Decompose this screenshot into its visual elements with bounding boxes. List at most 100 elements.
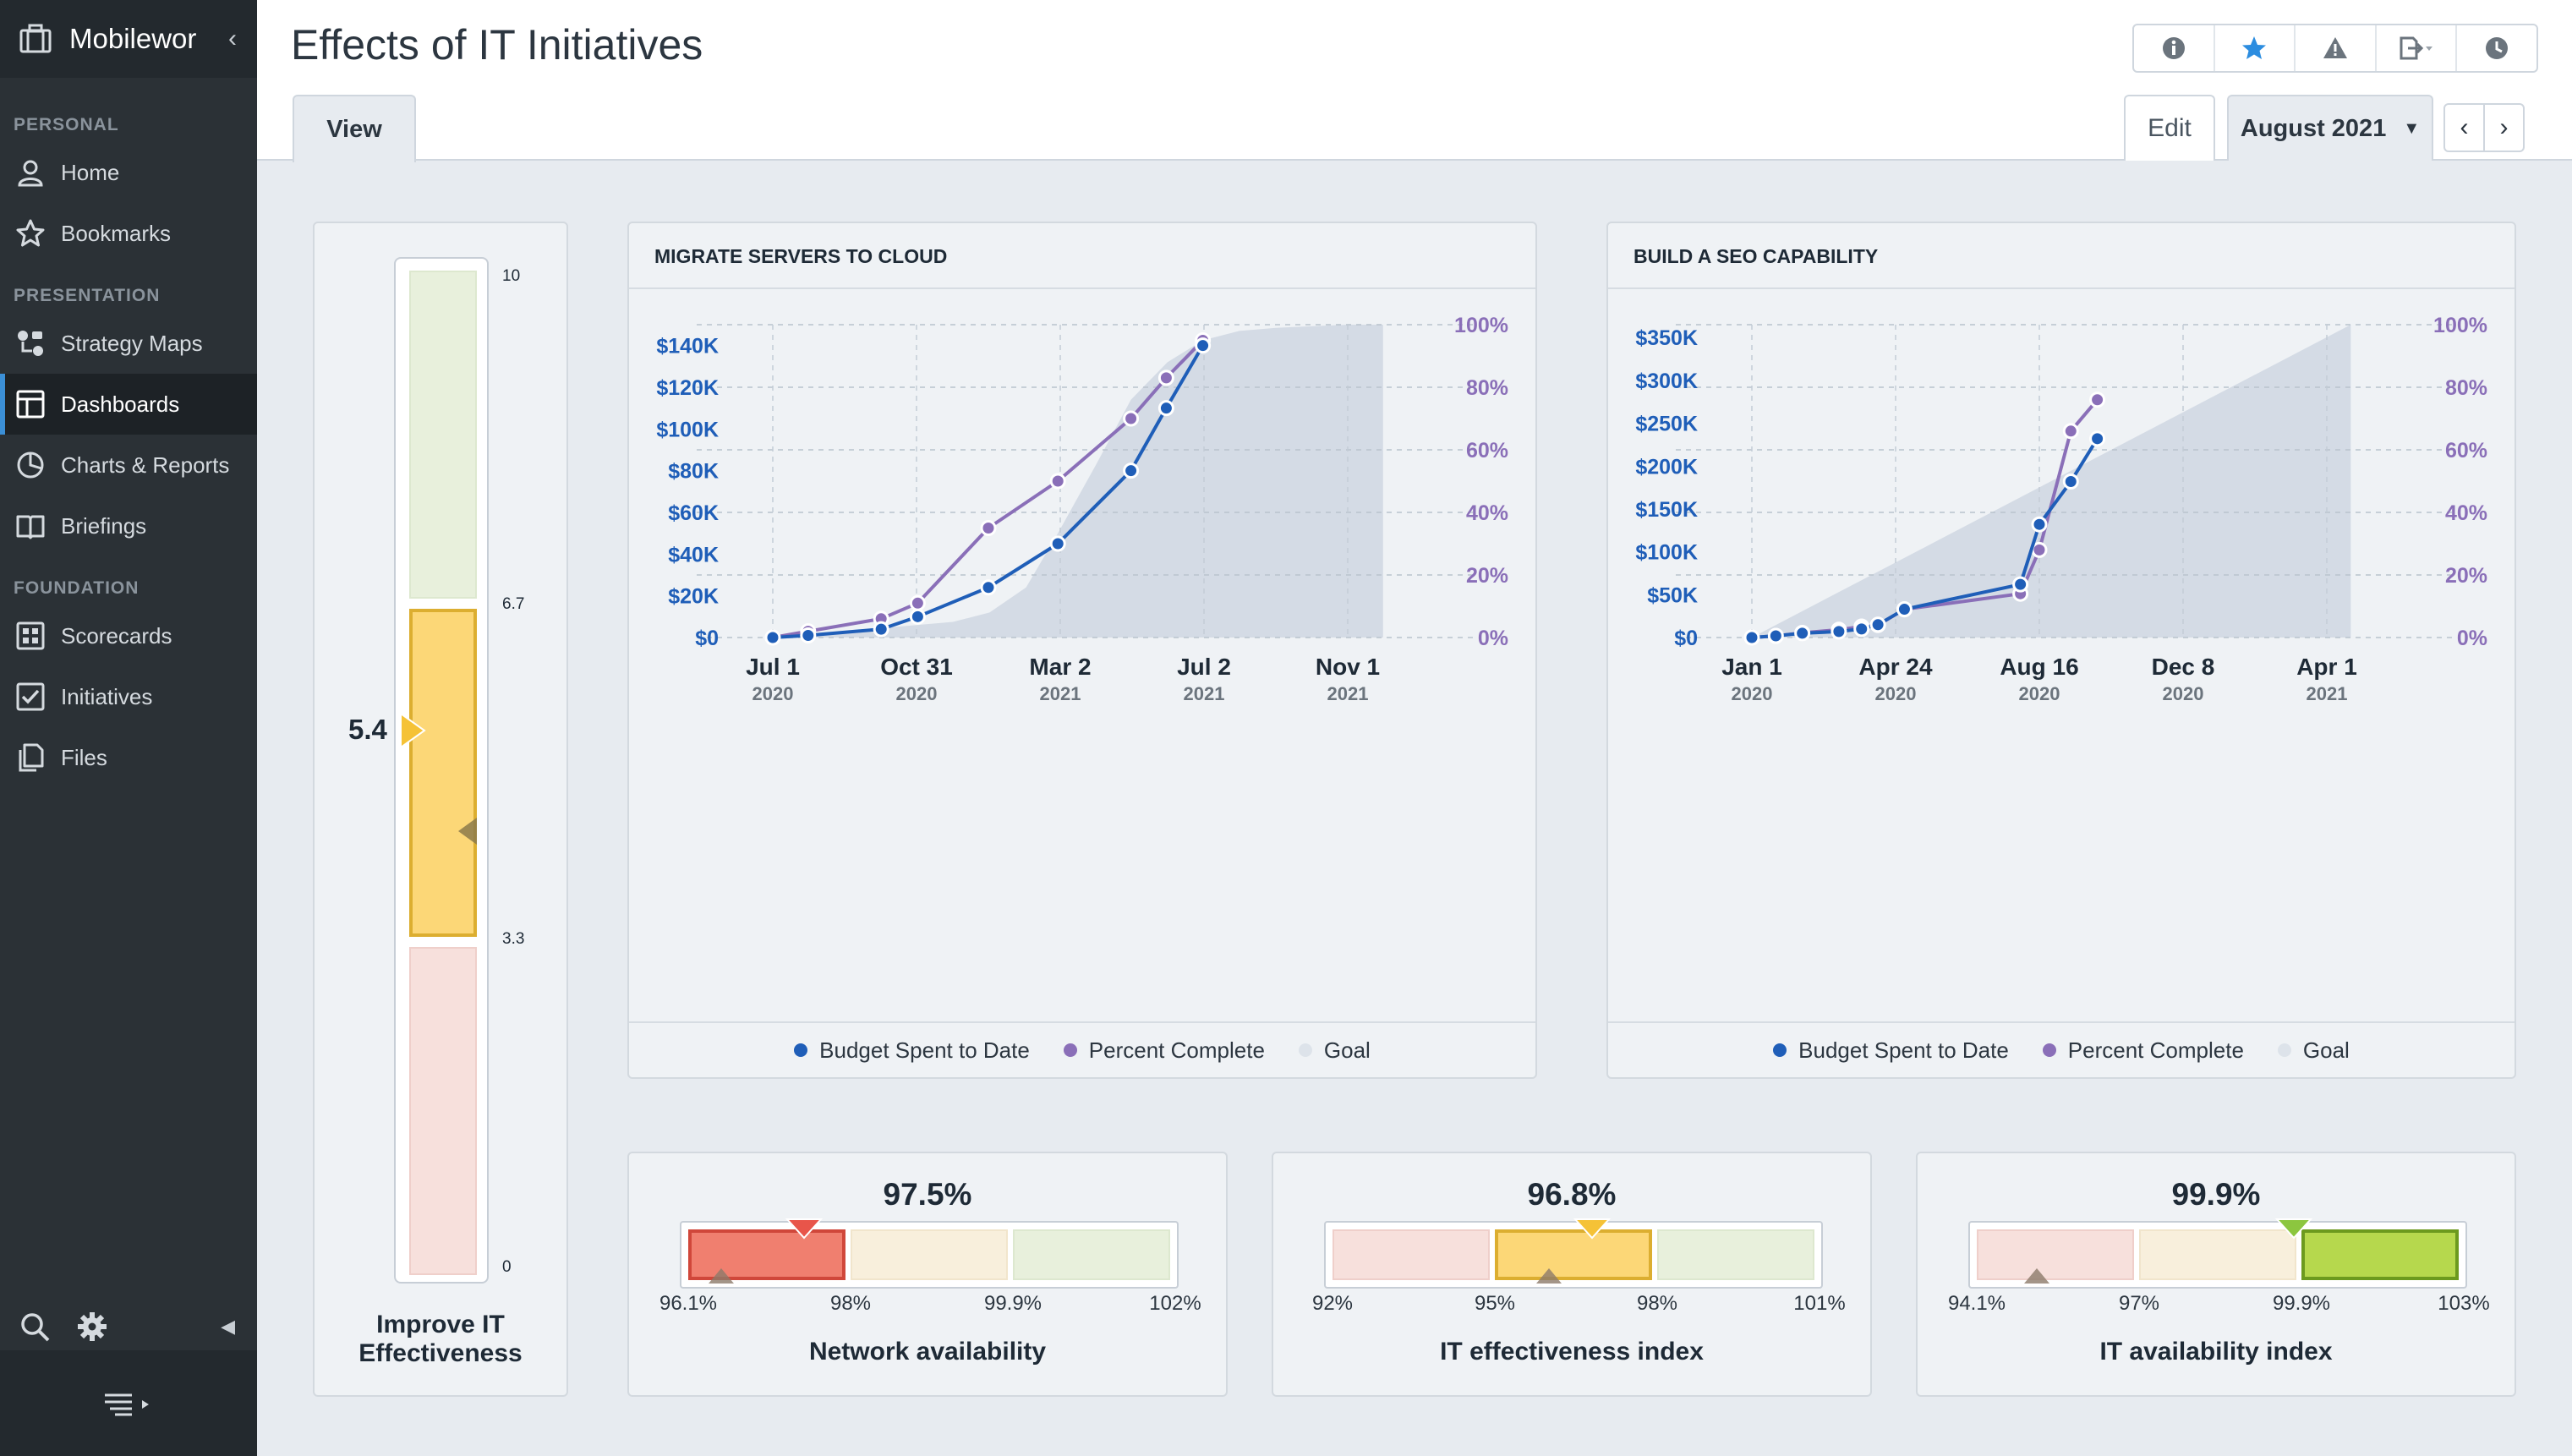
sidebar-item-dashboards[interactable]: Dashboards (0, 374, 257, 435)
sidebar-item-briefings[interactable]: Briefings (0, 495, 257, 556)
sidebar-item-scorecards[interactable]: Scorecards (0, 605, 257, 666)
vgauge-label-line1: Improve IT (376, 1311, 505, 1338)
seo-capability-card[interactable]: BUILD A SEO CAPABILITY $0 $50K $100K $150K $… (1606, 222, 2516, 1079)
vgauge-label-line2: Effectiveness (358, 1339, 523, 1367)
clock-icon (2486, 37, 2509, 59)
previous-period-button[interactable]: ‹ (2445, 105, 2485, 151)
budget-spent-point[interactable] (2031, 516, 2048, 533)
x-tick-label: Jul 1 (746, 654, 800, 680)
x-tick-label: Aug 16 (2000, 654, 2078, 680)
budget-spent-point[interactable] (1157, 400, 1174, 417)
gauge-value: 97.5% (883, 1177, 972, 1212)
sidebar-item-strategy-maps[interactable]: Strategy Maps (0, 313, 257, 374)
percent-complete-point[interactable] (2031, 541, 2048, 558)
legend-item-budget[interactable]: Budget Spent to Date (1773, 1037, 2009, 1064)
percent-complete-point[interactable] (2089, 391, 2106, 408)
sidebar-item-label: Initiatives (61, 683, 153, 709)
vgauge-seg-yellow (409, 609, 477, 937)
y-left-tick-label: $100K (1635, 541, 1698, 565)
vgauge-seg-green (409, 271, 477, 599)
bookmark-button[interactable] (2215, 25, 2296, 71)
x-tick-year: 2020 (1875, 683, 1917, 704)
search-icon[interactable] (19, 1311, 51, 1343)
y-left-tick-label: $40K (668, 543, 719, 567)
percent-complete-point[interactable] (2062, 423, 2079, 440)
x-tick-year: 2020 (2019, 683, 2060, 704)
export-button[interactable] (2377, 25, 2458, 71)
budget-spent-point[interactable] (1896, 601, 1913, 618)
vertical-gauge (394, 257, 489, 1284)
menu-expand-icon[interactable] (103, 1391, 154, 1416)
y-right-tick-label: 0% (2457, 627, 2487, 650)
legend-item-percent[interactable]: Percent Complete (2042, 1037, 2244, 1064)
collapse-triangle-icon[interactable]: ◀ (221, 1316, 235, 1337)
legend-item-goal[interactable]: Goal (1298, 1037, 1371, 1064)
budget-spent-point[interactable] (1869, 616, 1886, 633)
budget-spent-point[interactable] (1195, 337, 1212, 354)
next-period-button[interactable]: › (2499, 113, 2509, 141)
sidebar-item-label: Briefings (61, 512, 147, 539)
history-button[interactable] (2457, 25, 2536, 71)
gear-icon[interactable] (76, 1311, 108, 1343)
sidebar-item-charts-reports[interactable]: Charts & Reports (0, 435, 257, 495)
sidebar-item-home[interactable]: Home (0, 142, 257, 203)
sidebar-item-files[interactable]: Files (0, 727, 257, 788)
percent-complete-point[interactable] (1123, 410, 1140, 427)
gauge-seg-red (1333, 1229, 1490, 1280)
edit-button[interactable]: Edit (2124, 95, 2215, 161)
x-tick-year: 2020 (1732, 683, 1773, 704)
budget-spent-point[interactable] (1853, 621, 1870, 638)
budget-spent-point[interactable] (873, 621, 889, 638)
budget-spent-point[interactable] (909, 608, 926, 625)
sidebar-footer (0, 1350, 257, 1456)
x-tick-label: Nov 1 (1316, 654, 1380, 680)
sidebar-utilities: ◀ (0, 1299, 257, 1355)
gauge-tick-label: 102% (1149, 1292, 1201, 1315)
budget-spent-point[interactable] (764, 629, 781, 646)
budget-spent-point[interactable] (2012, 576, 2029, 593)
gauge-value-pointer (785, 1218, 823, 1240)
it-effectiveness-index-card[interactable]: 96.8% 92% 95% 98% 101% IT effectiveness index (1272, 1152, 1872, 1397)
budget-spent-point[interactable] (1743, 629, 1760, 646)
gauge-tick-label: 99.9% (2272, 1292, 2331, 1315)
budget-spent-point[interactable] (1830, 623, 1847, 640)
budget-spent-point[interactable] (1794, 625, 1811, 642)
sidebar-item-label: Bookmarks (61, 220, 172, 246)
budget-spent-point[interactable] (1767, 627, 1784, 644)
y-right-tick-label: 100% (1454, 314, 1508, 337)
period-nav: ‹ › (2443, 103, 2525, 152)
x-tick-label: Jan 1 (1721, 654, 1782, 680)
sidebar-item-label: Dashboards (61, 391, 180, 417)
migrate-servers-card[interactable]: MIGRATE SERVERS TO CLOUD $0 $20K $40K $60K $… (627, 222, 1537, 1079)
tab-view[interactable]: View (293, 95, 416, 162)
sidebar-item-initiatives[interactable]: Initiatives (0, 666, 257, 727)
budget-spent-point[interactable] (1049, 535, 1066, 552)
budget-spent-point[interactable] (1123, 463, 1140, 479)
period-selector[interactable]: August 2021 ▼ (2227, 95, 2433, 161)
sidebar-item-bookmarks[interactable]: Bookmarks (0, 203, 257, 264)
y-left-tick-label: $120K (656, 376, 719, 400)
budget-spent-point[interactable] (2062, 473, 2079, 490)
chart-legend: Budget Spent to Date Percent Complete Go… (1608, 1033, 2515, 1067)
budget-spent-point[interactable] (800, 627, 817, 644)
budget-spent-point[interactable] (2089, 430, 2106, 447)
info-button[interactable] (2134, 25, 2215, 71)
vgauge-tick: 6.7 (502, 595, 525, 613)
percent-complete-point[interactable] (980, 520, 997, 536)
budget-spent-point[interactable] (980, 579, 997, 596)
percent-complete-point[interactable] (909, 594, 926, 611)
x-tick-year: 2021 (1327, 683, 1369, 704)
improve-it-effectiveness-card[interactable]: 10 6.7 3.3 0 5.4 Improve IT Effectivenes… (313, 222, 568, 1397)
legend-item-percent[interactable]: Percent Complete (1063, 1037, 1265, 1064)
it-availability-index-card[interactable]: 99.9% 94.1% 97% 99.9% 103% IT availability in… (1916, 1152, 2516, 1397)
caret-down-icon: ▼ (2403, 118, 2421, 138)
percent-complete-point[interactable] (1049, 473, 1066, 490)
collapse-sidebar-icon[interactable]: ‹ (228, 25, 237, 52)
legend-item-goal[interactable]: Goal (2277, 1037, 2350, 1064)
warning-icon (2323, 37, 2347, 58)
percent-complete-point[interactable] (1157, 369, 1174, 386)
legend-item-budget[interactable]: Budget Spent to Date (794, 1037, 1030, 1064)
network-availability-card[interactable]: 97.5% 96.1% 98% 99.9% 102% Network availabili… (627, 1152, 1228, 1397)
card-divider (629, 1021, 1535, 1023)
alert-button[interactable] (2296, 25, 2377, 71)
